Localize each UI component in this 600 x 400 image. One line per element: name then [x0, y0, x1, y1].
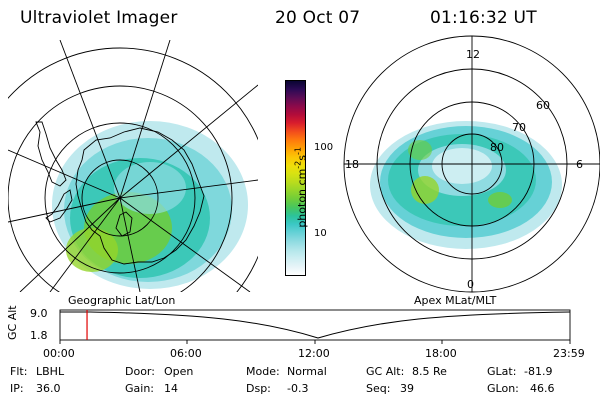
- mlt-label-18: 18: [345, 158, 359, 171]
- timeline-plot: [59, 309, 571, 344]
- mlt-label-12: 12: [466, 48, 480, 61]
- gcalt-value: 8.5 Re: [412, 365, 447, 378]
- glat-value: -81.9: [524, 365, 553, 378]
- timeline-ytick-bottom: 1.8: [30, 329, 48, 342]
- polar-labels: 12 18 6 0 60 70 80: [345, 48, 583, 291]
- mlat-label-70: 70: [512, 121, 526, 134]
- mlat-label-60: 60: [536, 99, 550, 112]
- meridian-lines: [8, 40, 258, 292]
- timeline-xtick: 12:00: [298, 347, 330, 360]
- dsp-label: Dsp:: [246, 382, 271, 395]
- mlat-label-80: 80: [490, 141, 504, 154]
- dsp-value: -0.3: [287, 382, 309, 395]
- timeline-xtick: 06:00: [170, 347, 202, 360]
- colorbar-tick-10: 10: [314, 228, 327, 239]
- instrument-title: Ultraviolet Imager: [20, 8, 178, 28]
- timeline-ytick-top: 9.0: [30, 307, 48, 320]
- mlt-label-0: 0: [467, 278, 474, 291]
- gcalt-label: GC Alt:: [366, 365, 405, 378]
- mode-label: Mode:: [246, 365, 280, 378]
- timeline-ylabel: GC Alt: [6, 305, 19, 340]
- colorbar-tick-100: 100: [314, 142, 334, 153]
- gain-label: Gain:: [125, 382, 154, 395]
- mode-value: Normal: [287, 365, 327, 378]
- time-label: 01:16:32 UT: [430, 8, 537, 28]
- glon-value: 46.6: [530, 382, 555, 395]
- timeline-xtick: 00:00: [43, 347, 75, 360]
- timeline-xtick: 18:00: [425, 347, 457, 360]
- geographic-caption: Geographic Lat/Lon: [68, 294, 176, 307]
- glon-label: GLon:: [487, 382, 519, 395]
- door-label: Door:: [125, 365, 155, 378]
- flt-label: Flt:: [10, 365, 28, 378]
- lat-circle: [81, 159, 159, 237]
- colorbar: [285, 80, 306, 276]
- colorbar-label: photon cm-2s-1: [293, 147, 309, 228]
- glat-label: GLat:: [487, 365, 517, 378]
- ip-value: 36.0: [36, 382, 61, 395]
- lat-circle: [44, 122, 196, 274]
- lat-circle: [8, 47, 258, 292]
- mlt-label-6: 6: [576, 158, 583, 171]
- apex-caption: Apex MLat/MLT: [414, 294, 497, 307]
- flt-value: LBHL: [36, 365, 65, 378]
- south-america-outline: [35, 121, 67, 187]
- date-label: 20 Oct 07: [275, 8, 361, 28]
- seq-value: 39: [400, 382, 414, 395]
- seq-label: Seq:: [366, 382, 391, 395]
- polar-grid: [343, 35, 600, 293]
- continent-outline: [45, 127, 205, 265]
- door-value: Open: [164, 365, 194, 378]
- ip-label: IP:: [10, 382, 24, 395]
- timeline-xtick: 23:59: [553, 347, 585, 360]
- lat-circle: [8, 85, 233, 292]
- gain-value: 14: [164, 382, 178, 395]
